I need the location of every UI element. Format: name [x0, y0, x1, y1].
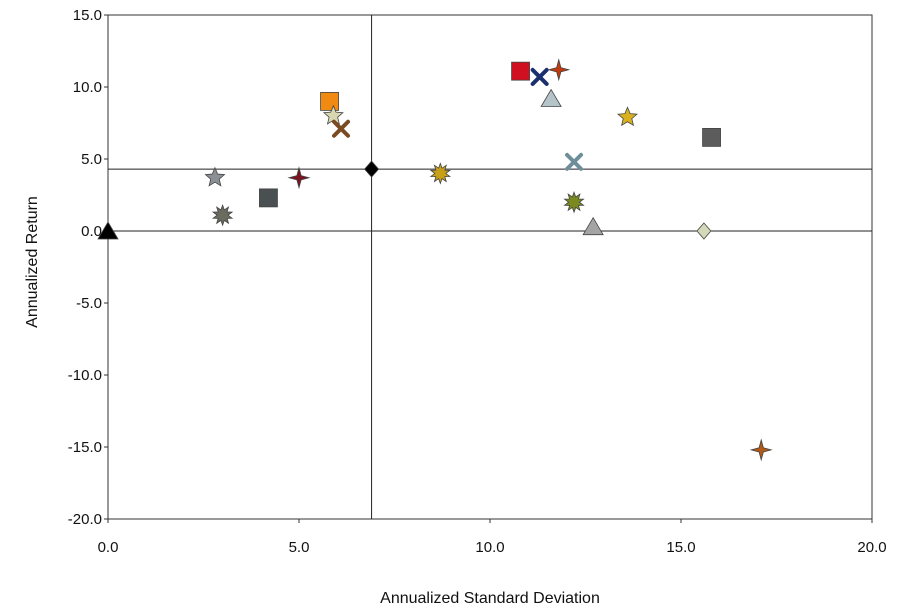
data-point-x-stroke: [565, 152, 584, 171]
data-point-star: [617, 106, 639, 127]
data-point-cross4: [287, 166, 311, 190]
x-axis-label: Annualized Standard Deviation: [380, 590, 600, 607]
data-point-x: [565, 152, 584, 171]
data-point-star: [204, 166, 226, 187]
x-tick-label: 15.0: [666, 539, 695, 556]
data-point-x: [332, 119, 351, 138]
y-axis-label: Annualized Return: [24, 196, 41, 328]
data-point-x-stroke: [530, 67, 549, 86]
x-tick-label: 10.0: [475, 539, 504, 556]
data-point-burst: [211, 203, 234, 227]
data-point-square: [511, 61, 530, 81]
data-point-burst: [429, 162, 451, 185]
data-points: [97, 58, 773, 462]
x-tick-label: 0.0: [98, 539, 119, 556]
y-tick-label: 15.0: [73, 7, 102, 24]
data-point-square: [259, 188, 278, 208]
data-point-cross4: [749, 438, 773, 462]
data-point-x-stroke: [332, 119, 351, 138]
data-point-triangle: [540, 88, 562, 107]
plot-frame: [107, 14, 873, 520]
data-point-square: [702, 127, 721, 147]
y-tick-label: -5.0: [76, 295, 102, 312]
x-tick-label: 5.0: [289, 539, 310, 556]
data-point-burst: [563, 191, 585, 214]
data-point-x: [530, 67, 549, 86]
y-tick-label: 0.0: [81, 223, 102, 240]
data-point-cross4: [547, 58, 571, 82]
y-tick-label: -15.0: [68, 439, 102, 456]
axis-ticks: 0.0 5.0 10.0 15.0 20.0 15.0 10.0 5.0 0.0 -5.0 -10.…: [68, 7, 887, 556]
data-point-diamond: [696, 222, 712, 240]
data-point-triangle: [97, 221, 119, 240]
data-point-triangle: [582, 216, 604, 236]
x-tick-label: 20.0: [857, 539, 886, 556]
plot-area: [107, 14, 873, 520]
y-tick-label: -20.0: [68, 511, 102, 528]
data-point-diamond: [364, 160, 380, 178]
y-tick-label: 5.0: [81, 151, 102, 168]
y-tick-label: -10.0: [68, 367, 102, 384]
data-point-square: [320, 92, 339, 111]
y-tick-label: 10.0: [73, 79, 102, 96]
